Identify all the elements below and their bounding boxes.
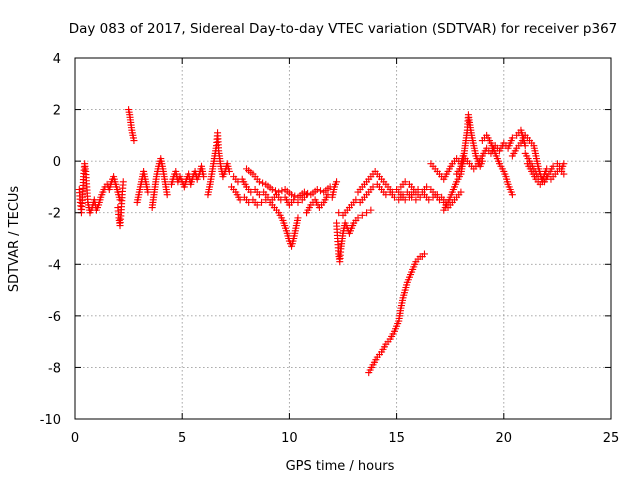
- y-tick-label: -4: [48, 258, 61, 273]
- data-point: [352, 196, 360, 204]
- y-tick-label: -8: [48, 361, 61, 376]
- data-point: [560, 170, 568, 178]
- data-point: [435, 196, 443, 204]
- y-tick-label: 4: [53, 52, 61, 67]
- y-tick-label: 0: [53, 155, 61, 170]
- data-point: [236, 196, 244, 204]
- data-marks: [75, 106, 568, 377]
- data-point: [560, 160, 568, 168]
- data-point: [382, 191, 390, 199]
- data-point: [358, 211, 366, 219]
- data-point: [163, 191, 171, 199]
- series-arc12: [333, 206, 375, 266]
- data-point: [130, 137, 138, 145]
- data-point: [425, 196, 433, 204]
- x-tick-label: 20: [496, 431, 513, 446]
- data-point: [367, 206, 375, 214]
- data-point: [144, 188, 152, 196]
- series-arc19: [453, 126, 529, 178]
- y-tick-label: -10: [40, 413, 61, 428]
- data-point: [388, 188, 396, 196]
- series-arc11: [303, 178, 341, 217]
- data-point: [294, 214, 302, 222]
- data-point: [313, 186, 321, 194]
- data-point: [549, 162, 557, 170]
- series-arc10: [243, 165, 334, 201]
- series-arc21: [508, 131, 551, 186]
- series-arc23: [523, 160, 568, 188]
- data-point: [363, 209, 371, 217]
- x-axis-label: GPS time / hours: [286, 459, 395, 474]
- data-point: [390, 193, 398, 201]
- series-arc1: [75, 160, 124, 217]
- data-point: [259, 179, 267, 187]
- data-point: [401, 178, 409, 186]
- x-tick-label: 10: [281, 431, 298, 446]
- axis-ticks: 0 5 10 15 20 25 -10 -8 -6 -4 -2 0 2 4: [40, 52, 620, 446]
- series-arc15: [365, 250, 428, 377]
- data-point: [271, 187, 279, 195]
- data-point: [255, 178, 263, 186]
- plot-frame: [74, 57, 612, 420]
- y-tick-label: -6: [48, 310, 61, 325]
- data-point: [401, 196, 409, 204]
- series-arc3: [125, 106, 138, 145]
- x-tick-label: 0: [71, 431, 79, 446]
- data-point: [335, 209, 343, 217]
- series-arc7: [204, 129, 233, 199]
- chart-title: Day 083 of 2017, Sidereal Day-to-day VTE…: [69, 21, 618, 37]
- data-point: [247, 188, 255, 196]
- data-point: [253, 201, 261, 209]
- series-arc20: [478, 131, 516, 199]
- data-point: [275, 188, 283, 196]
- data-point: [354, 214, 362, 222]
- x-tick-label: 15: [388, 431, 405, 446]
- series-arc6: [167, 162, 208, 191]
- data-point: [268, 186, 276, 194]
- y-tick-label: -2: [48, 207, 61, 222]
- series-arc14: [354, 167, 422, 204]
- data-point: [245, 198, 253, 206]
- data-point: [119, 178, 127, 186]
- data-point: [420, 250, 428, 258]
- data-point: [258, 198, 266, 206]
- y-tick-label: 2: [53, 104, 61, 119]
- data-point: [290, 196, 298, 204]
- data-point: [457, 188, 465, 196]
- series-arc4: [133, 167, 152, 206]
- y-axis-label: SDTVAR / TECUs: [7, 186, 22, 293]
- data-point: [225, 167, 233, 175]
- data-point: [333, 178, 341, 186]
- data-point: [369, 183, 377, 191]
- data-point: [423, 183, 431, 191]
- series-arc8: [228, 183, 302, 250]
- series-arc5: [148, 155, 171, 212]
- x-tick-label: 5: [178, 431, 186, 446]
- data-point: [300, 188, 308, 196]
- data-point: [536, 180, 544, 188]
- data-point: [521, 142, 529, 150]
- data-point: [508, 134, 516, 142]
- data-point: [255, 191, 263, 199]
- data-point: [200, 173, 208, 181]
- data-point: [412, 196, 420, 204]
- data-point: [508, 191, 516, 199]
- series-arc2: [114, 178, 127, 230]
- data-point: [288, 191, 296, 199]
- data-point: [264, 193, 272, 201]
- data-point: [414, 191, 422, 199]
- x-tick-label: 25: [603, 431, 620, 446]
